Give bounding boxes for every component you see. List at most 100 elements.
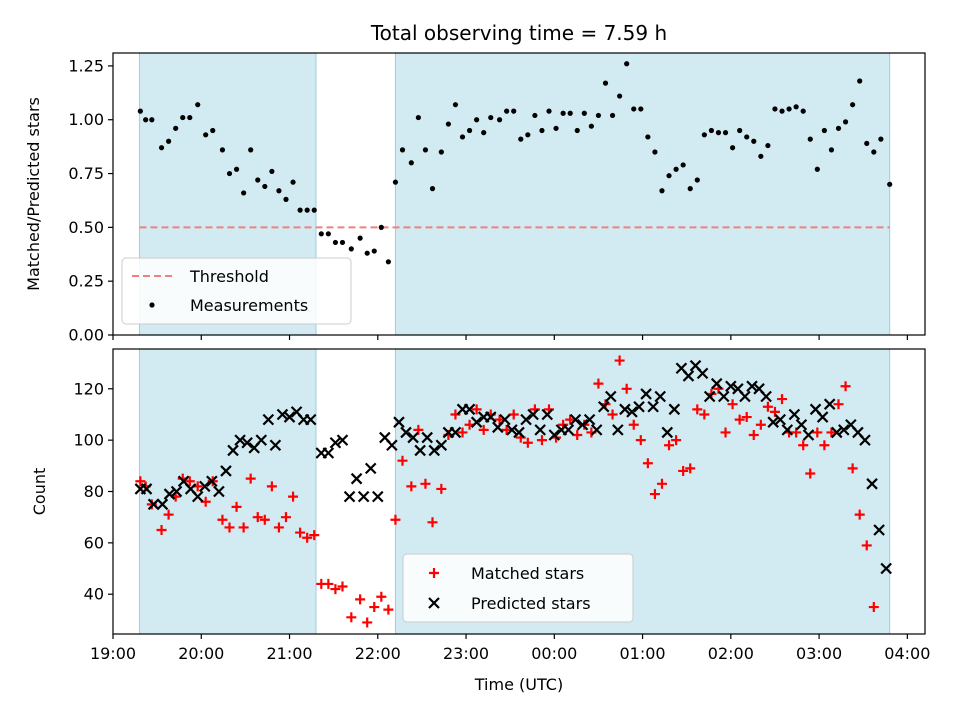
measurement-point bbox=[532, 112, 538, 119]
measurement-point bbox=[588, 123, 594, 129]
matched-star-point bbox=[330, 584, 341, 595]
predicted-star-point bbox=[633, 400, 645, 413]
predicted-star-point bbox=[696, 367, 709, 380]
measurement-point bbox=[887, 181, 893, 187]
measurement-point bbox=[311, 207, 317, 213]
measurement-point bbox=[429, 186, 436, 192]
measurement-point bbox=[850, 102, 856, 108]
matched-star-point bbox=[501, 424, 512, 435]
matched-star-point bbox=[508, 409, 519, 420]
predicted-star-point bbox=[576, 418, 589, 431]
matched-star-point bbox=[565, 414, 576, 425]
matched-star-point bbox=[238, 522, 249, 533]
matched-star-point bbox=[593, 378, 604, 389]
measurement-point bbox=[701, 132, 707, 138]
predicted-star-point bbox=[428, 444, 441, 457]
matched-star-point bbox=[494, 414, 505, 425]
predicted-star-point bbox=[234, 434, 246, 446]
matched-star-point bbox=[224, 522, 235, 533]
measurement-point bbox=[137, 108, 143, 114]
predicted-star-point bbox=[206, 475, 218, 488]
predicted-star-point bbox=[710, 377, 723, 390]
predicted-star-point bbox=[147, 498, 160, 511]
predicted-star-point bbox=[605, 390, 617, 403]
measurement-point bbox=[560, 110, 566, 116]
observing-window-2 bbox=[394, 52, 891, 336]
matched-star-point bbox=[579, 419, 590, 430]
matched-star-point bbox=[607, 409, 618, 420]
matched-star-point bbox=[156, 525, 167, 536]
measurement-point bbox=[687, 186, 693, 192]
matched-star-point bbox=[664, 440, 675, 451]
measurement-point bbox=[744, 134, 750, 140]
matched-star-point bbox=[833, 399, 844, 410]
matched-star-point bbox=[649, 489, 660, 500]
measurement-point bbox=[546, 108, 552, 114]
x-tick-label: 00:00 bbox=[531, 644, 577, 663]
measurement-point bbox=[276, 188, 282, 194]
predicted-star-point bbox=[647, 400, 659, 413]
measurement-point bbox=[255, 177, 261, 183]
ratio-panel: 0.00 0.25 0.50 0.75 1.00 1.25 Matched/Predicte… bbox=[24, 52, 926, 345]
measurement-point bbox=[180, 114, 186, 121]
predicted-star-point bbox=[859, 434, 871, 446]
predicted-star-point bbox=[449, 426, 462, 439]
measurement-point bbox=[511, 108, 517, 114]
measurement-point bbox=[438, 149, 444, 155]
measurement-point bbox=[348, 246, 354, 252]
predicted-star-point bbox=[619, 403, 631, 416]
y-tick-label: 60 bbox=[84, 533, 104, 552]
axes-frame bbox=[112, 52, 926, 336]
measurement-point bbox=[318, 231, 324, 237]
matched-star-point bbox=[146, 499, 157, 510]
measurement-point bbox=[459, 134, 466, 140]
measurement-point bbox=[226, 170, 233, 177]
measurement-point bbox=[821, 127, 827, 134]
matched-star-point bbox=[302, 532, 313, 543]
predicted-star-point bbox=[213, 485, 225, 498]
observing-window-1 bbox=[138, 348, 317, 635]
measurement-point bbox=[779, 108, 785, 114]
matched-star-point bbox=[337, 581, 348, 592]
predicted-star-point bbox=[880, 562, 892, 575]
y-tick-label: 1.25 bbox=[68, 56, 104, 75]
measurement-point bbox=[737, 127, 743, 134]
predicted-star-point bbox=[276, 408, 289, 421]
predicted-star-point bbox=[640, 388, 652, 400]
measurement-point bbox=[325, 231, 331, 237]
measurement-point bbox=[609, 112, 616, 119]
predicted-star-point bbox=[612, 424, 624, 436]
matched-star-point bbox=[734, 414, 745, 425]
matched-star-point bbox=[678, 465, 689, 476]
predicted-star-point bbox=[463, 403, 476, 416]
measurement-point bbox=[624, 61, 630, 67]
predicted-star-point bbox=[220, 465, 232, 477]
predicted-star-point bbox=[774, 413, 787, 426]
predicted-star-point bbox=[322, 447, 335, 459]
matched-star-point bbox=[266, 481, 277, 492]
measurement-point bbox=[708, 127, 715, 134]
x-tick-label: 19:00 bbox=[90, 644, 136, 663]
predicted-star-point bbox=[329, 436, 342, 449]
measurement-point bbox=[488, 114, 494, 121]
matched-star-point bbox=[406, 481, 417, 492]
predicted-star-point bbox=[661, 426, 674, 439]
measurement-point bbox=[715, 130, 722, 136]
predicted-star-point bbox=[506, 424, 518, 436]
predicted-star-point bbox=[767, 416, 779, 428]
matched-star-point bbox=[376, 591, 387, 602]
measurement-point bbox=[371, 248, 377, 254]
matched-star-point bbox=[762, 401, 773, 412]
measurement-point bbox=[262, 183, 268, 190]
measurement-point bbox=[525, 132, 531, 138]
measurement-point bbox=[574, 127, 580, 134]
legend: Matched stars Predicted stars bbox=[402, 553, 634, 623]
matched-star-point bbox=[777, 394, 788, 405]
measurement-point bbox=[772, 106, 778, 112]
matched-star-point bbox=[259, 514, 270, 525]
measurement-point bbox=[828, 147, 835, 153]
predicted-star-point bbox=[435, 439, 448, 452]
measurement-point bbox=[233, 166, 240, 172]
predicted-star-point bbox=[541, 408, 554, 421]
